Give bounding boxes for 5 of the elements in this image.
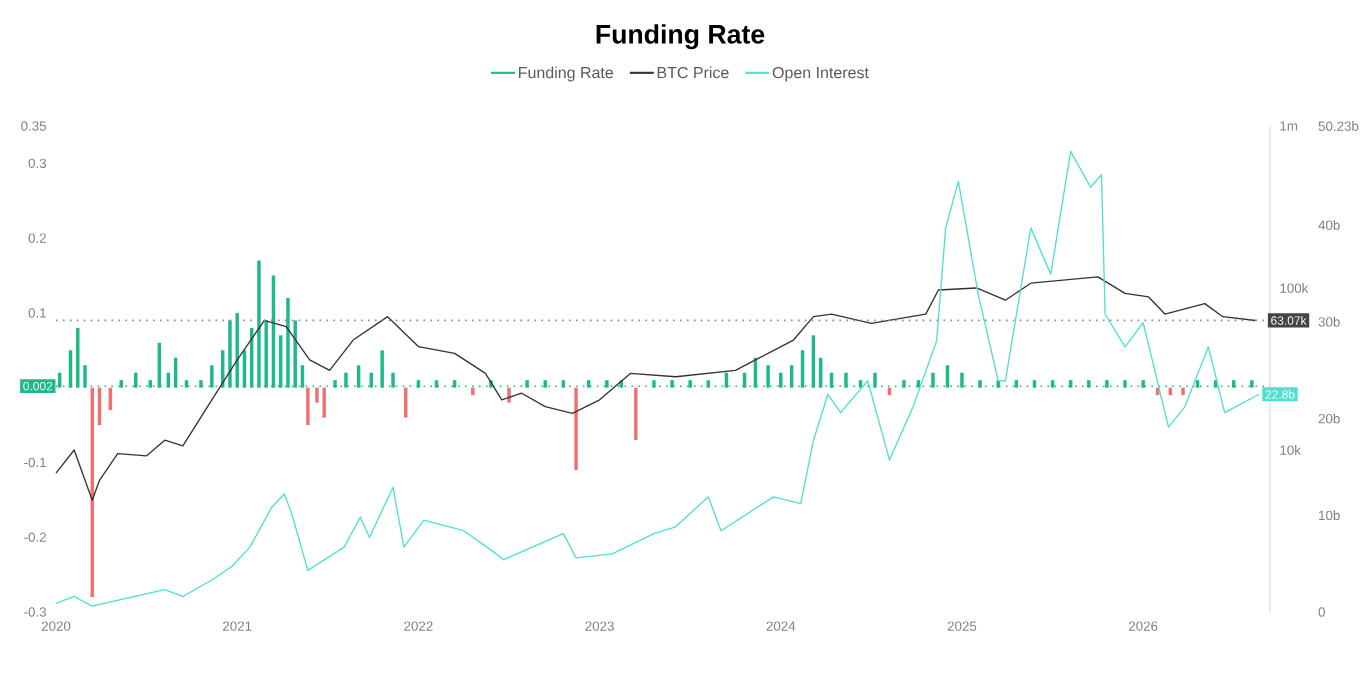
line-series: [55, 276, 1257, 501]
legend-label: Open Interest: [772, 66, 869, 82]
legend-label: BTC Price: [657, 66, 729, 79]
chart-title: Funding Rate: [596, 24, 765, 50]
legend-label: Funding Rate: [519, 66, 614, 82]
